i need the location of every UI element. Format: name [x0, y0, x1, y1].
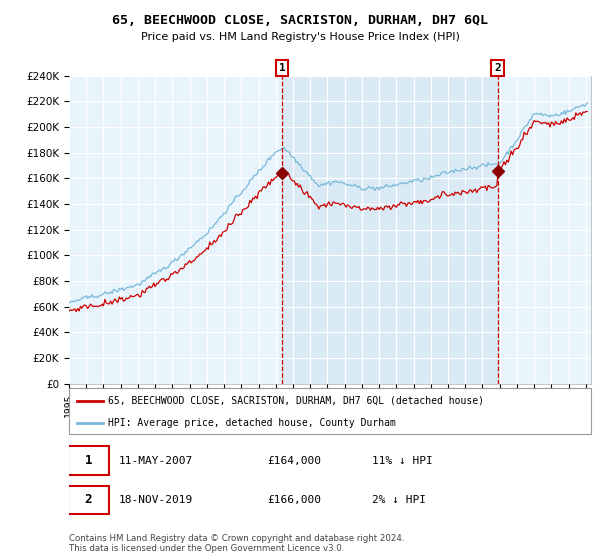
FancyBboxPatch shape — [68, 446, 109, 475]
Text: 1: 1 — [85, 454, 92, 467]
Text: 18-NOV-2019: 18-NOV-2019 — [119, 495, 193, 505]
Text: 2% ↓ HPI: 2% ↓ HPI — [372, 495, 426, 505]
Text: £166,000: £166,000 — [268, 495, 322, 505]
Bar — [282, 76, 497, 384]
Text: 2: 2 — [85, 493, 92, 506]
Text: 1: 1 — [278, 63, 286, 73]
FancyBboxPatch shape — [68, 486, 109, 514]
Text: HPI: Average price, detached house, County Durham: HPI: Average price, detached house, Coun… — [108, 418, 396, 427]
Text: Contains HM Land Registry data © Crown copyright and database right 2024.
This d: Contains HM Land Registry data © Crown c… — [69, 534, 404, 553]
Text: 2: 2 — [494, 63, 501, 73]
Text: 11% ↓ HPI: 11% ↓ HPI — [372, 456, 433, 465]
FancyBboxPatch shape — [69, 388, 591, 434]
Text: 65, BEECHWOOD CLOSE, SACRISTON, DURHAM, DH7 6QL: 65, BEECHWOOD CLOSE, SACRISTON, DURHAM, … — [112, 14, 488, 27]
Text: 65, BEECHWOOD CLOSE, SACRISTON, DURHAM, DH7 6QL (detached house): 65, BEECHWOOD CLOSE, SACRISTON, DURHAM, … — [108, 396, 484, 406]
Text: 11-MAY-2007: 11-MAY-2007 — [119, 456, 193, 465]
Text: £164,000: £164,000 — [268, 456, 322, 465]
Text: Price paid vs. HM Land Registry's House Price Index (HPI): Price paid vs. HM Land Registry's House … — [140, 32, 460, 42]
